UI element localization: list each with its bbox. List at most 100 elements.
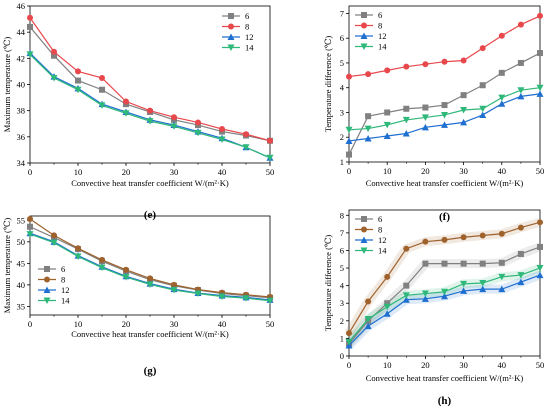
panel-label: (e): [144, 209, 157, 221]
x-tick-label: 0: [347, 360, 351, 370]
panel-label: (g): [144, 365, 157, 377]
legend-label-6: 6: [378, 214, 382, 224]
y-tick-label: 4: [340, 83, 345, 93]
data-point-8: [498, 32, 505, 39]
data-point-6: [27, 23, 33, 30]
legend-label-8: 8: [378, 21, 382, 31]
legend-marker: [361, 12, 367, 18]
data-point-14: [383, 303, 391, 311]
y-tick-label: 55: [17, 215, 26, 225]
y-tick-label: 0: [340, 351, 344, 361]
x-tick-label: 10: [383, 360, 392, 370]
data-point-14: [194, 290, 202, 297]
data-point-14: [26, 231, 34, 238]
data-point-14: [383, 121, 391, 129]
x-tick-label: 20: [421, 360, 430, 370]
legend-marker: [361, 226, 367, 233]
data-point-12: [383, 132, 391, 139]
data-point-12: [536, 271, 544, 279]
data-point-8: [517, 21, 524, 28]
data-point-6: [384, 109, 391, 116]
y-tick-label: 2: [340, 316, 344, 326]
y-tick-label: 4: [340, 281, 345, 291]
data-point-14: [364, 316, 372, 323]
x-tick-label: 20: [122, 319, 131, 329]
data-point-6: [51, 52, 57, 59]
data-point-6: [441, 102, 448, 109]
data-point-14: [146, 281, 154, 288]
data-point-12: [479, 111, 487, 118]
data-point-14: [460, 107, 468, 114]
data-point-8: [422, 238, 429, 245]
data-point-8: [147, 107, 153, 114]
y-tick-label: 40: [17, 280, 26, 290]
data-point-14: [50, 239, 58, 247]
x-axis-title: Convective heat transfer coefficient W/(…: [366, 178, 524, 188]
legend-marker: [360, 32, 368, 39]
legend-label-12: 12: [378, 31, 387, 41]
data-point-8: [75, 245, 81, 252]
data-point-8: [441, 236, 448, 243]
data-point-6: [365, 113, 372, 120]
data-point-12: [345, 137, 353, 144]
data-point-14: [517, 272, 525, 279]
data-point-12: [402, 296, 410, 303]
data-point-8: [384, 273, 391, 280]
data-point-14: [170, 123, 178, 130]
data-point-8: [422, 61, 429, 68]
data-point-14: [460, 280, 468, 288]
data-point-14: [345, 338, 353, 346]
legend-marker: [227, 33, 235, 40]
data-point-14: [364, 125, 372, 133]
data-point-14: [536, 265, 544, 272]
data-point-6: [422, 104, 429, 111]
y-tick-label: 42: [17, 53, 26, 63]
data-point-14: [242, 295, 250, 302]
legend-marker: [360, 43, 368, 50]
data-point-12: [536, 90, 544, 97]
data-point-8: [479, 232, 486, 239]
x-axis-title: Convective heat transfer coefficient W/(…: [71, 329, 229, 339]
data-point-14: [421, 114, 429, 121]
data-point-12: [479, 285, 487, 293]
data-point-8: [75, 68, 81, 75]
x-tick-label: 0: [28, 319, 32, 329]
data-point-6: [422, 260, 429, 267]
data-point-8: [460, 234, 467, 241]
data-point-14: [98, 102, 106, 109]
data-point-6: [403, 105, 410, 112]
x-axis-title: Convective heat transfer coefficient W/(…: [71, 178, 229, 188]
data-point-8: [479, 45, 486, 52]
legend-label-12: 12: [245, 32, 254, 42]
x-tick-label: 40: [218, 167, 227, 177]
data-point-12: [441, 292, 448, 300]
y-axis-title: Temperature difference (℃): [323, 235, 333, 332]
data-point-14: [441, 111, 448, 119]
data-point-8: [51, 232, 57, 239]
data-point-14: [402, 292, 410, 299]
legend-marker: [44, 276, 50, 283]
x-tick-label: 50: [536, 360, 545, 370]
data-point-8: [267, 137, 273, 144]
x-tick-label: 10: [74, 319, 83, 329]
data-point-8: [219, 125, 225, 132]
x-tick-label: 40: [218, 319, 227, 329]
data-point-12: [364, 322, 372, 330]
x-tick-label: 30: [170, 167, 179, 177]
data-point-8: [123, 266, 129, 273]
data-point-12: [383, 310, 391, 317]
panel-label: (f): [439, 211, 450, 223]
legend-marker: [360, 236, 368, 243]
legend-label-14: 14: [378, 246, 387, 256]
panel-label: (h): [438, 395, 452, 407]
legend-label-14: 14: [378, 42, 387, 52]
data-point-6: [441, 260, 448, 267]
data-point-6: [403, 282, 410, 289]
data-point-8: [171, 114, 177, 121]
y-tick-label: 5: [340, 58, 344, 68]
